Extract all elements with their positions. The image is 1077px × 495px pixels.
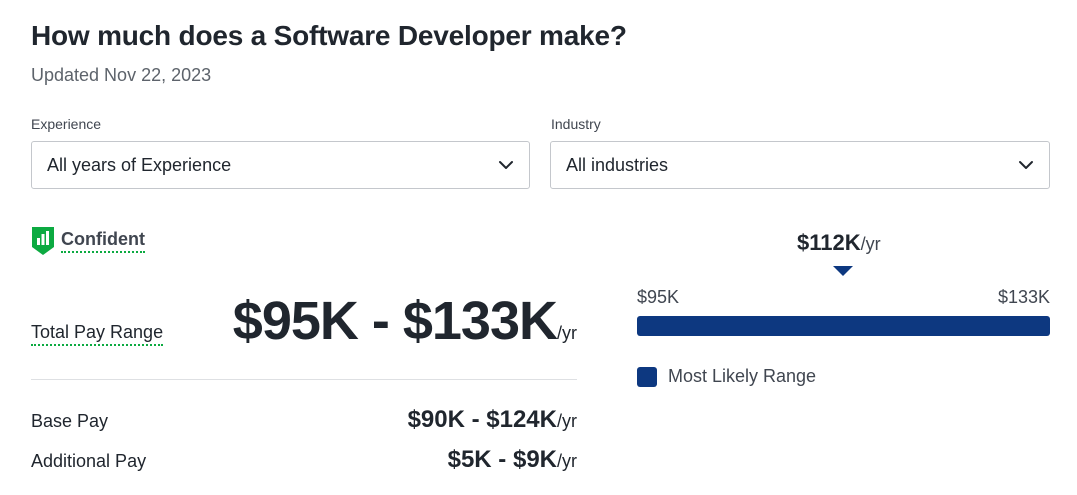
total-pay-range: $95K - $133K /yr [233, 290, 577, 352]
base-pay-value: $90K - $124K [407, 406, 557, 433]
total-pay-value: $95K - $133K [232, 291, 558, 351]
confidence-indicator[interactable]: Confident [31, 226, 145, 256]
median-value: $112K [797, 230, 861, 255]
base-pay-unit: /yr [557, 411, 577, 431]
most-likely-range-bar [637, 316, 1050, 336]
additional-pay-unit: /yr [557, 451, 577, 471]
experience-select-value: All years of Experience [47, 154, 232, 175]
chevron-down-icon [1019, 161, 1033, 169]
experience-label: Experience [31, 116, 102, 132]
bar-chart-shield-icon [32, 227, 54, 255]
experience-select[interactable]: All years of Experience [31, 141, 530, 189]
industry-label: Industry [551, 116, 601, 132]
page-title: How much does a Software Developer make? [31, 20, 627, 51]
median-pay: $112K /yr [797, 230, 881, 256]
divider [31, 379, 577, 380]
confidence-label[interactable]: Confident [61, 229, 145, 253]
range-low-label: $95K [637, 287, 680, 307]
legend-label: Most Likely Range [668, 366, 817, 386]
base-pay-label: Base Pay [31, 411, 109, 431]
industry-select[interactable]: All industries [550, 141, 1050, 189]
additional-pay-value: $5K - $9K [447, 446, 557, 473]
additional-pay-label: Additional Pay [31, 451, 147, 471]
updated-date: Updated Nov 22, 2023 [31, 65, 212, 85]
median-marker [833, 266, 853, 276]
median-unit: /yr [860, 234, 881, 254]
industry-select-value: All industries [566, 154, 669, 175]
total-pay-label[interactable]: Total Pay Range [31, 322, 164, 346]
total-pay-unit: /yr [557, 323, 577, 343]
additional-pay-row: Additional Pay $5K - $9K/yr [31, 446, 577, 474]
range-legend: Most Likely Range [637, 366, 816, 387]
chevron-down-icon [499, 161, 513, 169]
legend-swatch [637, 366, 657, 387]
range-high-label: $133K [997, 287, 1050, 307]
base-pay-row: Base Pay $90K - $124K/yr [31, 406, 577, 434]
